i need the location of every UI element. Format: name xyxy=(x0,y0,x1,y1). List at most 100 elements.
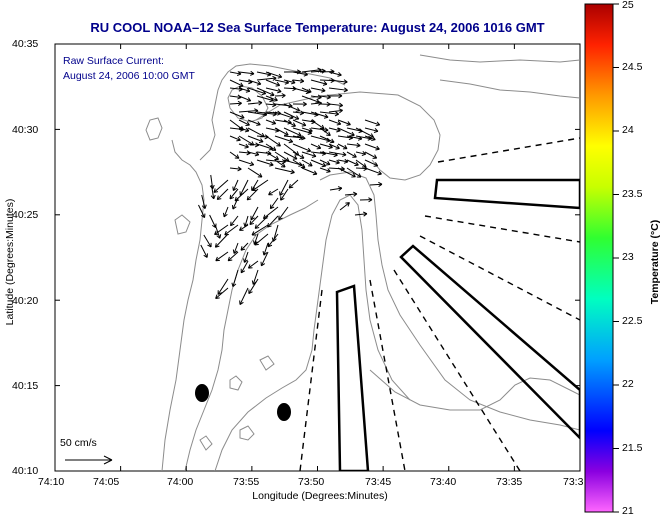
current-vector xyxy=(301,159,313,167)
current-vector xyxy=(310,87,326,93)
current-vector xyxy=(274,167,295,175)
current-vector xyxy=(310,143,322,150)
current-vector xyxy=(262,242,269,256)
current-vector xyxy=(238,127,250,133)
current-vector xyxy=(328,143,340,150)
y-tick-label: 40:20 xyxy=(12,295,39,307)
colorbar-tick-label: 21.5 xyxy=(622,442,643,454)
y-tick-label: 40:10 xyxy=(12,465,39,477)
current-vector xyxy=(200,244,208,258)
current-vector xyxy=(229,111,245,119)
current-vector xyxy=(217,278,229,295)
current-vector xyxy=(319,127,331,137)
current-vector xyxy=(329,186,343,192)
current-vector xyxy=(328,151,347,157)
current-vector xyxy=(268,188,279,196)
radar-range-lines xyxy=(299,137,580,471)
x-tick-label: 73:3 xyxy=(563,476,584,488)
current-vector xyxy=(229,70,242,76)
colorbar-tick-label: 24.5 xyxy=(622,61,643,73)
scale-label: 50 cm/s xyxy=(60,437,97,449)
current-vector xyxy=(364,159,379,167)
current-vector xyxy=(239,287,249,305)
current-vector xyxy=(301,167,318,176)
x-tick-label: 74:00 xyxy=(167,476,194,488)
current-vector xyxy=(364,119,381,127)
current-vector xyxy=(247,260,259,269)
current-vector xyxy=(256,75,277,81)
current-vector xyxy=(247,79,262,86)
current-vector xyxy=(222,206,229,218)
colorbar-tick-label: 22 xyxy=(622,378,634,390)
colorbar-ticks xyxy=(613,3,619,513)
current-vector xyxy=(247,151,260,157)
current-vector xyxy=(369,181,383,187)
map-title: RU COOL NOAA–12 Sea Surface Temperature:… xyxy=(90,20,545,35)
current-vector xyxy=(231,269,239,288)
current-vector xyxy=(238,119,250,126)
current-vector xyxy=(247,135,264,143)
colorbar-tick-label: 25 xyxy=(622,0,634,11)
current-vector xyxy=(229,100,242,106)
axis-ticks xyxy=(54,43,581,472)
current-vector xyxy=(274,135,294,144)
current-vector xyxy=(283,79,296,85)
current-vector xyxy=(230,215,239,227)
current-vector xyxy=(265,135,281,147)
current-vector xyxy=(283,119,296,127)
annotation-line-1: Raw Surface Current: xyxy=(63,55,164,67)
current-vector xyxy=(310,111,329,119)
colorbar-title: Temperature (°C) xyxy=(649,219,660,305)
current-vector xyxy=(328,79,348,85)
current-vector xyxy=(319,94,331,100)
current-vector xyxy=(229,188,239,200)
current-vector xyxy=(214,224,222,239)
current-vector xyxy=(265,87,282,94)
current-vector xyxy=(364,167,382,176)
y-tick-label: 40:35 xyxy=(12,38,39,50)
colorbar-tick-label: 23 xyxy=(622,251,634,263)
current-vector xyxy=(328,87,348,93)
current-vector xyxy=(301,151,317,158)
current-vector xyxy=(229,135,241,142)
current-vector xyxy=(279,179,289,196)
current-vector xyxy=(319,159,331,166)
current-vector xyxy=(232,242,239,254)
colorbar-tick-label: 21 xyxy=(622,505,634,517)
current-vector xyxy=(248,278,259,295)
current-vector xyxy=(364,135,376,141)
current-vector xyxy=(265,102,277,108)
current-vector xyxy=(210,184,216,200)
current-vector xyxy=(337,167,356,178)
current-vector xyxy=(238,108,259,114)
current-vector xyxy=(301,127,313,133)
bathymetry-contours xyxy=(145,54,580,471)
current-vector xyxy=(214,233,229,248)
current-vectors xyxy=(198,67,383,305)
current-vector xyxy=(337,119,351,126)
station-marker xyxy=(195,384,209,402)
current-vector xyxy=(247,119,261,126)
current-vector xyxy=(265,151,279,161)
current-vector xyxy=(364,143,380,151)
current-vector xyxy=(254,215,269,229)
current-vector xyxy=(283,103,301,112)
current-vector xyxy=(256,159,274,167)
x-tick-label: 74:05 xyxy=(93,476,120,488)
current-vector xyxy=(364,127,379,133)
current-vector xyxy=(215,251,229,262)
y-tick-label: 40:15 xyxy=(12,380,39,392)
current-vector xyxy=(355,151,367,156)
current-vector xyxy=(278,206,289,221)
current-vector xyxy=(267,233,279,248)
current-vector xyxy=(238,95,252,102)
current-vector xyxy=(198,204,206,219)
current-vector xyxy=(328,93,343,99)
current-vector xyxy=(269,197,279,210)
current-vector xyxy=(265,71,283,79)
current-vector xyxy=(346,151,357,158)
current-vector xyxy=(274,159,286,168)
current-vector xyxy=(229,151,240,159)
x-tick-label: 73:50 xyxy=(298,476,325,488)
x-tick-label: 73:45 xyxy=(365,476,392,488)
